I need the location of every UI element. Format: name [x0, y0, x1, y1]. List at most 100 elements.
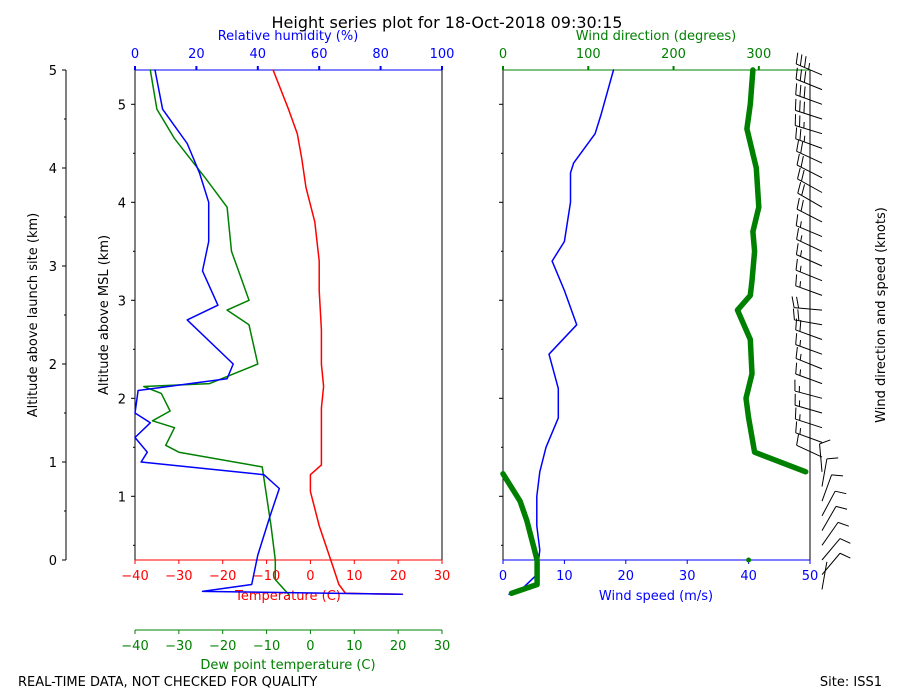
wind-barb — [821, 474, 843, 502]
wind-barb-staff — [797, 178, 823, 193]
temperature-tick-label: −40 — [121, 569, 148, 584]
wind-barb-staff — [795, 344, 823, 355]
wind-barb-staff — [795, 357, 823, 370]
axes-layer — [65, 69, 811, 631]
wind-barb-staff — [796, 63, 823, 76]
outer-altitude-tick-label: 5 — [49, 64, 57, 79]
wind-barb-flag — [839, 552, 851, 559]
wind-barb-staff — [821, 474, 833, 502]
wind-direction-tick-label: 300 — [746, 47, 771, 62]
wind-barb-flag — [799, 100, 801, 112]
wind-direction-tick-label: 0 — [499, 47, 507, 62]
wind-barb-flag — [795, 243, 799, 255]
wind-speed-tick-label: 20 — [618, 569, 635, 584]
wind-barb — [821, 505, 848, 531]
site-label: Site: ISS1 — [820, 675, 882, 690]
wind-barb-half-flag — [799, 265, 802, 272]
dewpoint-tick-label: −30 — [165, 639, 192, 654]
outer-altitude-tick-label: 2 — [49, 358, 57, 373]
wind-barb-staff — [795, 78, 823, 91]
msl-altitude-tick-label: 4 — [118, 196, 126, 211]
wind-barb-flag — [803, 86, 806, 98]
temperature-tick-label: 20 — [390, 569, 407, 584]
wind-barb-flag — [835, 490, 847, 495]
humidity-tick-label: 100 — [430, 47, 455, 62]
wind-barb — [821, 538, 851, 561]
msl-altitude-tick-label: 2 — [118, 392, 126, 407]
wind-direction-tick-label: 100 — [576, 47, 601, 62]
wind-barb-flag — [831, 474, 843, 477]
outer-altitude-tick-label: 3 — [49, 260, 57, 275]
wind-barb-flag — [800, 155, 804, 168]
msl-altitude-label: Altitude above MSL (km) — [97, 235, 112, 395]
wind-barb-flag — [795, 127, 798, 139]
wind-barb-flag — [803, 101, 805, 114]
wind-direction-axis-label: Wind direction (degrees) — [576, 29, 736, 44]
temperature-tick-label: −30 — [165, 569, 192, 584]
wind-barb-half-flag — [800, 235, 803, 242]
wind-barb — [819, 439, 831, 472]
wind-barb-staff — [794, 307, 823, 311]
wind-barb-staff — [819, 443, 823, 472]
dewpoint-tick-label: 10 — [346, 639, 363, 654]
wind-barb-staff — [821, 458, 828, 487]
humidity-axis-label: Relative humidity (%) — [218, 29, 359, 44]
wind-barb-flag — [839, 538, 851, 544]
wind-barb-flag — [795, 347, 798, 359]
wind-speed-tick-label: 40 — [740, 569, 757, 584]
wind-barb-staff — [796, 254, 823, 267]
wind-barb-flag — [800, 141, 804, 154]
dewpoint-tick-label: −20 — [209, 639, 236, 654]
wind-barb-flag — [799, 320, 802, 332]
wind-barb-staff — [796, 208, 823, 223]
wind-barb-staff — [795, 138, 823, 149]
wind-barb — [794, 98, 823, 120]
wind-barb — [821, 552, 851, 576]
wind-barb — [797, 167, 823, 193]
wind-barb-half-flag — [799, 221, 802, 228]
wind-barb-flag — [799, 128, 802, 141]
wind-barb-flag — [795, 274, 798, 286]
msl-altitude-tick-label: 3 — [118, 294, 126, 309]
dewpoint-tick-label: −40 — [121, 639, 148, 654]
outer-altitude-label: Altitude above launch site (km) — [26, 213, 41, 417]
wind-barb-flag — [826, 457, 839, 460]
wind-barb-staff — [795, 329, 823, 340]
dewpoint-tick-label: −10 — [253, 639, 280, 654]
wind-barb-staff — [795, 94, 823, 105]
wind-barb-half-flag — [800, 250, 803, 257]
wind-direction-line-segment — [500, 471, 540, 597]
chart-title: Height series plot for 18-Oct-2018 09:30… — [272, 13, 623, 32]
humidity-tick-label: 60 — [311, 47, 328, 62]
wind-barb — [795, 274, 823, 296]
wind-barb-flag — [796, 153, 800, 166]
temperature-tick-label: −10 — [253, 569, 280, 584]
msl-altitude-tick-label: 1 — [118, 490, 126, 505]
wind-speed-tick-label: 30 — [679, 569, 696, 584]
wind-barb-staff — [821, 522, 839, 546]
humidity-tick-label: 0 — [131, 47, 139, 62]
wind-barb-staff — [821, 506, 837, 531]
wind-barb-half-flag — [799, 369, 802, 376]
wind-barb-flag — [797, 167, 801, 180]
wind-barb-staff — [796, 239, 823, 252]
wind-barb-flag — [795, 67, 798, 80]
wind-barb-flag — [800, 199, 804, 212]
outer-altitude-tick-label: 1 — [49, 456, 57, 471]
wind-barb-staff — [794, 404, 823, 414]
wind-barb — [797, 182, 823, 208]
wind-barb-staff — [795, 285, 823, 296]
wind-speed-tick-label: 50 — [802, 569, 819, 584]
temperature-tick-label: 30 — [434, 569, 451, 584]
wind-barb — [794, 407, 823, 429]
wind-barb-staff — [795, 418, 823, 429]
wind-barb-label: Wind direction and speed (knots) — [874, 207, 889, 423]
wind-barb-flag — [794, 98, 797, 111]
temperature-axis-label: Temperature (C) — [234, 589, 341, 604]
wind-barb-flag — [799, 84, 802, 97]
wind-barb — [821, 490, 847, 517]
humidity-line — [134, 69, 403, 596]
wind-barb-flag — [796, 139, 800, 152]
wind-barb-staff — [795, 269, 823, 282]
wind-barb — [795, 333, 823, 355]
